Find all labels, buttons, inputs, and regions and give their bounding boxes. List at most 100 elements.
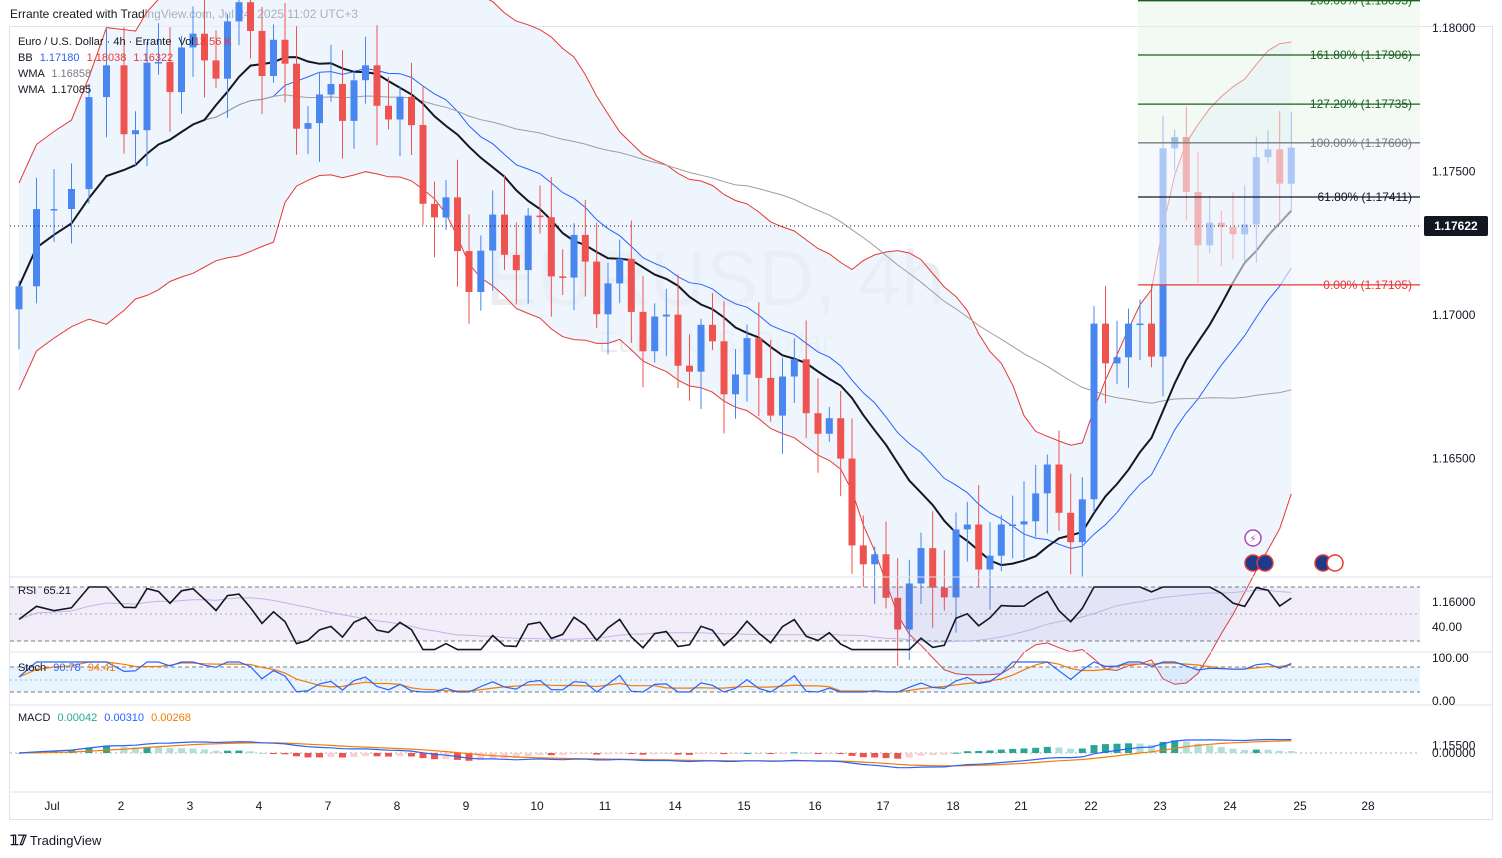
macd-bar <box>802 752 810 754</box>
candle-body <box>1078 499 1086 543</box>
time-tick-label: 16 <box>808 799 822 813</box>
macd-bar <box>709 753 716 754</box>
macd-bar <box>431 753 438 760</box>
legend-bb-lower: 1.16322 <box>133 52 174 64</box>
candle-body <box>524 215 532 271</box>
candle-body <box>651 316 659 352</box>
macd-bar <box>940 753 948 755</box>
candle-body <box>559 276 567 278</box>
macd-bar <box>524 753 532 757</box>
macd-bar <box>616 753 624 754</box>
macd-bar <box>15 753 23 754</box>
candle-body <box>802 359 810 414</box>
macd-bar <box>1241 749 1249 753</box>
candle-body <box>1148 323 1155 357</box>
fib-fill <box>1138 142 1420 285</box>
time-tick-label: 21 <box>1014 799 1028 813</box>
macd-bar <box>662 753 670 754</box>
legend-wma2-label: WMA <box>18 84 45 96</box>
candle-body <box>247 2 254 31</box>
time-tick-label: 17 <box>876 799 890 813</box>
macd-bar <box>1055 747 1063 753</box>
candle-body <box>570 234 578 278</box>
candle-body <box>501 214 508 255</box>
macd-bar <box>85 747 93 753</box>
macd-bar <box>178 748 185 753</box>
macd-bar <box>1171 740 1179 753</box>
us-flag-icon[interactable] <box>1326 554 1344 572</box>
macd-bar <box>986 750 994 753</box>
candle-body <box>15 286 23 310</box>
fibonacci-retracement[interactable]: 200.00% (1.18095) 161.80% (1.17906) 127.20… <box>1138 0 1420 292</box>
candle-body <box>952 529 960 598</box>
tradingview-brand: TradingView <box>29 833 102 848</box>
macd-bar <box>963 751 971 753</box>
lightning-icon[interactable] <box>1244 529 1262 547</box>
macd-bar <box>686 753 693 755</box>
legend-macd-hist: 0.00042 <box>57 712 98 724</box>
tradingview-logo[interactable]: 𝟙𝟟 TradingView <box>10 832 101 849</box>
macd-bar <box>929 753 937 756</box>
candle-body <box>720 341 728 395</box>
candle-body <box>1102 323 1109 364</box>
candle-body <box>339 84 346 121</box>
time-axis[interactable]: Jul 2 3 4 7 8 9 10 11 14 15 16 17 18 21 22 23 24 25 28 <box>44 799 1375 813</box>
macd-bar <box>1113 743 1121 753</box>
macd-bar <box>639 753 647 755</box>
candle-body <box>1055 464 1063 513</box>
macd-bar <box>952 752 960 754</box>
candle-body <box>85 97 93 190</box>
candle-body <box>917 548 925 584</box>
legend-macd-row: MACD 0.00042 0.00310 0.00268 <box>18 712 191 724</box>
candle-body <box>155 62 162 64</box>
macd-bar <box>743 752 751 754</box>
macd-bar <box>304 753 312 758</box>
macd-bar <box>166 748 174 753</box>
macd-bar <box>501 753 508 759</box>
price-axis[interactable]: 1.190001.185001.180001.175001.170001.165… <box>1432 0 1476 753</box>
macd-bar <box>837 753 845 754</box>
candle-body <box>732 374 739 395</box>
macd-bar <box>1217 747 1225 753</box>
macd-bar <box>1252 749 1260 753</box>
candle-body <box>1067 512 1075 543</box>
candle-body <box>894 597 902 630</box>
macd-axis-zero: 0.00000 <box>1432 746 1476 760</box>
legend-rsi-value: 65.21 <box>43 585 71 597</box>
macd-bar <box>103 745 110 753</box>
price-tick-label: 1.17500 <box>1432 165 1476 179</box>
time-tick-label: 14 <box>668 799 682 813</box>
legend-bb-label: BB <box>18 52 33 64</box>
price-tick-label: 1.18000 <box>1432 21 1476 35</box>
candle-body <box>350 80 358 121</box>
macd-bar <box>814 753 822 754</box>
macd-bar <box>755 753 763 754</box>
candle-body <box>316 94 323 124</box>
candle-body <box>50 209 58 211</box>
legend-symbol-row: Euro / U.S. Dollar · 4h · Errante Vol13.… <box>18 36 232 48</box>
candle-body <box>442 197 450 218</box>
macd-bar <box>779 753 786 754</box>
legend-bb-row: BB 1.17180 1.18038 1.16322 <box>18 52 173 64</box>
time-tick-label: 11 <box>599 799 612 813</box>
candle-body <box>1125 323 1132 358</box>
legend-rsi-label: RSI <box>18 585 37 597</box>
chart-frame[interactable] <box>9 26 1493 820</box>
macd-bar <box>674 753 682 755</box>
us-flag-icon[interactable] <box>1256 554 1274 572</box>
fib-level-label: 61.80% (1.17411) <box>1317 190 1412 204</box>
macd-bar <box>859 753 867 758</box>
macd-bar <box>825 753 833 754</box>
events-icons[interactable]: ⚡ <box>1244 529 1344 572</box>
macd-bar <box>559 753 567 756</box>
macd-bar <box>997 749 1005 753</box>
time-tick-label: 7 <box>325 799 332 813</box>
macd-bar <box>385 753 392 757</box>
candle-body <box>825 418 833 434</box>
candle-body <box>512 254 520 271</box>
candle-body <box>963 524 971 530</box>
macd-bar <box>1078 748 1086 753</box>
candle-body <box>373 65 381 106</box>
macd-bar <box>327 753 335 758</box>
